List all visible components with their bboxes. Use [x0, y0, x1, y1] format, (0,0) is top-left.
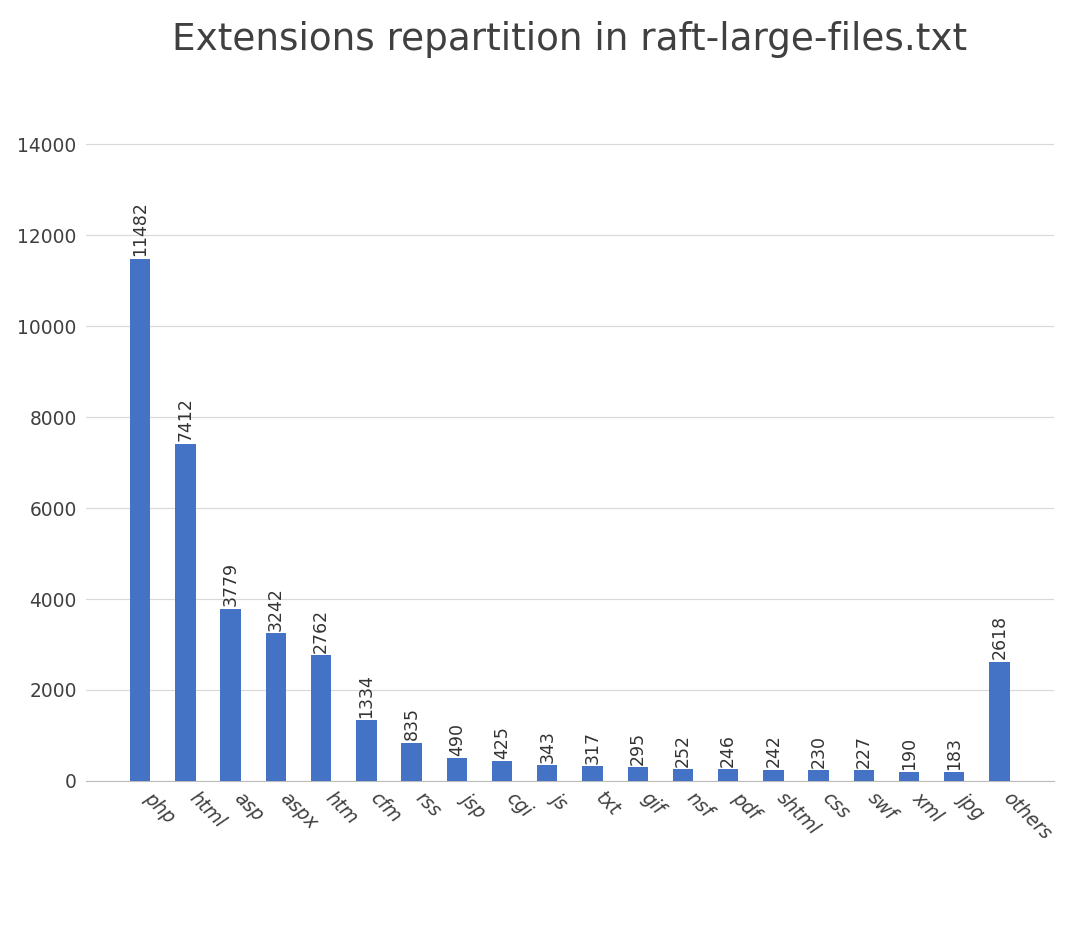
Text: 183: 183 [945, 737, 963, 769]
Text: 3779: 3779 [221, 562, 240, 606]
Bar [175, 444, 196, 781]
Bar [446, 759, 467, 781]
Bar [220, 609, 241, 781]
Text: 835: 835 [402, 707, 420, 740]
Bar [944, 772, 964, 781]
Bar [311, 655, 331, 781]
Bar [266, 633, 286, 781]
Bar [491, 762, 512, 781]
Text: 190: 190 [900, 736, 918, 769]
Bar [673, 769, 693, 781]
Text: 230: 230 [809, 735, 828, 767]
Text: 2618: 2618 [990, 615, 1008, 659]
Text: 242: 242 [764, 734, 783, 767]
Text: 317: 317 [584, 730, 601, 764]
Bar [356, 720, 376, 781]
Text: 490: 490 [447, 723, 465, 756]
Bar [628, 767, 648, 781]
Text: 1334: 1334 [357, 673, 375, 717]
Bar [401, 743, 421, 781]
Bar [899, 772, 919, 781]
Text: 295: 295 [629, 731, 646, 764]
Bar [583, 766, 602, 781]
Bar [130, 259, 150, 781]
Text: 11482: 11482 [131, 201, 149, 256]
Text: 7412: 7412 [176, 397, 195, 441]
Text: 252: 252 [674, 733, 692, 766]
Bar [854, 770, 874, 781]
Text: 2762: 2762 [312, 608, 330, 652]
Bar [538, 765, 557, 781]
Title: Extensions repartition in raft-large-files.txt: Extensions repartition in raft-large-fil… [172, 21, 968, 57]
Text: 343: 343 [539, 729, 556, 763]
Bar [763, 769, 784, 781]
Bar [808, 770, 829, 781]
Text: 246: 246 [719, 734, 737, 766]
Bar [718, 769, 739, 781]
Text: 227: 227 [855, 735, 873, 767]
Text: 3242: 3242 [267, 586, 285, 630]
Text: 425: 425 [493, 725, 511, 759]
Bar [989, 662, 1009, 781]
